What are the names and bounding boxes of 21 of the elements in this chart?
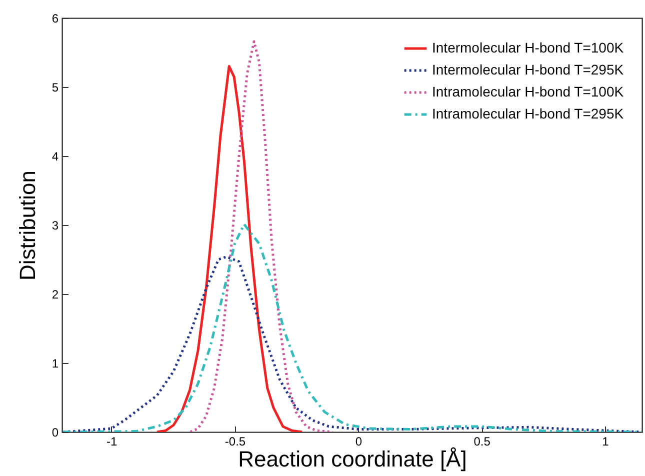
y-tick-label: 0 — [52, 426, 59, 440]
x-tick-label: 0 — [355, 434, 362, 448]
x-tick-label: 0.5 — [474, 434, 491, 448]
line-series — [62, 223, 642, 432]
x-tick-label: 1 — [602, 434, 610, 448]
y-axis-title: Distribution — [14, 170, 40, 281]
x-tick-label: -1 — [106, 434, 118, 448]
y-tick-label: 5 — [52, 80, 59, 94]
line-series — [156, 65, 304, 432]
x-tick-label: -0.5 — [224, 434, 246, 448]
y-tick-label: 3 — [52, 218, 59, 232]
y-tick-label: 1 — [52, 356, 59, 370]
y-tick-label: 2 — [52, 288, 59, 302]
x-axis-title: Reaction coordinate [Å] — [238, 446, 467, 472]
legend-label: Intermolecular H-bond T=295K — [432, 62, 624, 78]
legend-label: Intramolecular H-bond T=295K — [432, 106, 624, 122]
y-tick-label: 6 — [52, 12, 59, 26]
line-series — [189, 40, 334, 432]
legend-label: Intramolecular H-bond T=100K — [432, 84, 624, 100]
legend-label: Intermolecular H-bond T=100K — [432, 40, 624, 56]
y-tick-label: 4 — [52, 150, 59, 164]
